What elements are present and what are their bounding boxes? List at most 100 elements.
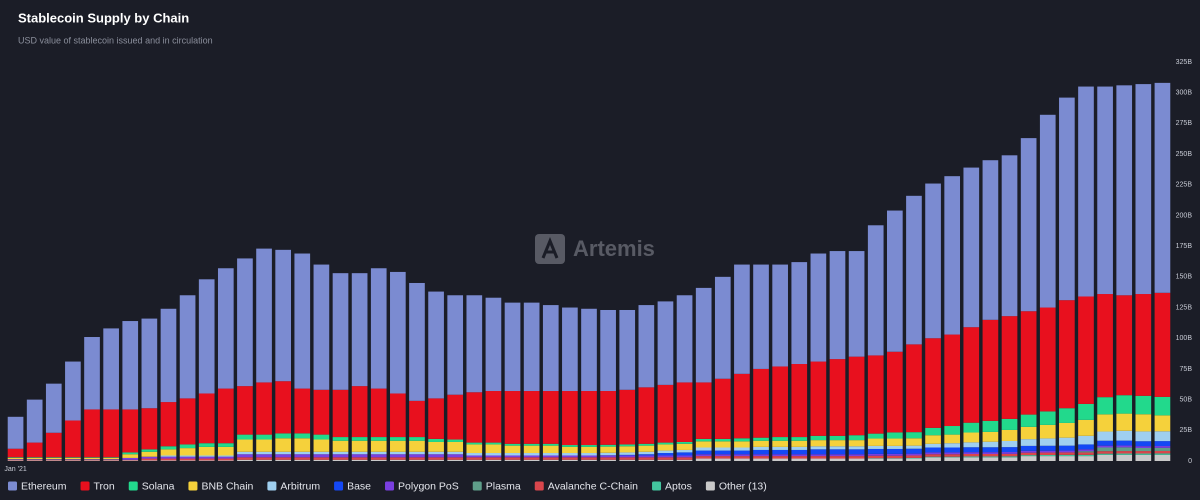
bar-segment [1135, 431, 1152, 442]
bar-segment [370, 459, 387, 461]
bar-segment [772, 454, 788, 457]
bar-segment [1116, 445, 1133, 448]
legend-swatch [188, 481, 198, 491]
bar-segment [351, 451, 368, 455]
legend-item[interactable]: Tron [80, 480, 115, 492]
bar-segment [370, 457, 387, 460]
legend-item[interactable]: Avalanche C-Chain [534, 480, 638, 492]
bar-segment [562, 445, 578, 447]
bar-segment [7, 459, 24, 461]
bar-segment [179, 448, 196, 456]
bar-segment [351, 386, 368, 438]
legend-item[interactable]: Polygon PoS [385, 480, 459, 492]
bar-segment [886, 455, 903, 459]
bar-segment [332, 451, 349, 455]
bar-segment [925, 456, 941, 458]
bar-segment [1001, 447, 1018, 453]
bar-segment [1039, 456, 1056, 461]
bar-segment [829, 251, 846, 360]
legend-item[interactable]: Ethereum [8, 480, 67, 492]
bar-segment [84, 459, 100, 461]
bar-segment [523, 457, 540, 460]
bar-segment [944, 454, 961, 457]
bar-segment [256, 457, 272, 460]
bar-segment [581, 459, 597, 461]
bar-segment [963, 442, 980, 448]
bar-segment [1059, 445, 1075, 451]
bar-segment [1001, 155, 1018, 317]
bar-segment [734, 373, 750, 439]
legend-item[interactable]: Aptos [652, 480, 692, 492]
bar-segment [944, 334, 961, 427]
legend-item[interactable]: Other (13) [705, 480, 767, 492]
bar-segment [848, 251, 865, 357]
bar-segment [867, 448, 884, 454]
bar-segment [45, 383, 62, 433]
bar-segment [714, 458, 731, 461]
bar-segment [370, 454, 387, 458]
bar-segment [619, 446, 636, 453]
legend-label: Tron [94, 480, 115, 492]
bar-segment [810, 454, 827, 457]
bar-segment [676, 449, 693, 453]
bar-segment [867, 438, 884, 446]
bar-segment [638, 455, 655, 458]
bar-segment [676, 457, 693, 460]
bar-segment [351, 459, 368, 461]
bar-segment [523, 453, 540, 456]
bar-segment [294, 457, 311, 460]
bar-segment [1116, 451, 1133, 454]
bar-segment [1135, 446, 1152, 448]
bar-segment [1020, 452, 1037, 456]
bar-segment [600, 459, 616, 461]
bar-segment [982, 420, 999, 432]
bar-segment [1154, 453, 1171, 455]
legend-item[interactable]: Solana [128, 480, 175, 492]
bar-segment [1078, 86, 1094, 297]
bar-segment [695, 382, 712, 439]
bar-segment [829, 359, 846, 436]
legend-item[interactable]: BNB Chain [188, 480, 254, 492]
legend-item[interactable]: Plasma [472, 480, 521, 492]
bar-segment [886, 210, 903, 352]
bar-segment [925, 443, 941, 448]
bar-segment [256, 434, 272, 440]
bar-segment [676, 452, 693, 456]
bar-segment [447, 457, 464, 460]
bar-segment [1135, 447, 1152, 452]
bar-segment [676, 382, 693, 442]
legend-item[interactable]: Arbitrum [267, 480, 320, 492]
bar-segment [332, 457, 349, 460]
bar-segment [734, 454, 750, 457]
bar-segment [963, 432, 980, 443]
bar-segment [504, 445, 521, 454]
bar-segment [695, 450, 712, 455]
legend-item[interactable]: Base [334, 480, 371, 492]
bar-segment [275, 381, 292, 434]
bar-segment [294, 454, 311, 458]
bar-segment [581, 453, 597, 456]
bar-segment [1039, 452, 1056, 455]
bar-segment [638, 451, 655, 455]
bar-segment [867, 458, 884, 461]
bar-segment [447, 394, 464, 440]
bar-segment [886, 432, 903, 439]
bar-segment [466, 444, 483, 454]
bar-segment [1078, 451, 1094, 453]
bar-segment [485, 391, 502, 443]
y-tick-label: 250B [1176, 151, 1193, 158]
bar-segment [313, 389, 330, 435]
bar-segment [695, 447, 712, 451]
bar-segment [485, 455, 502, 458]
chart-subtitle: USD value of stablecoin issued and in ci… [18, 35, 213, 45]
bar-segment [848, 449, 865, 455]
bar-segment [810, 253, 827, 362]
bar-segment [600, 444, 616, 447]
bar-segment [734, 450, 750, 455]
bar-segment [103, 457, 119, 458]
bar-segment [1154, 441, 1171, 447]
bar-segment [1135, 454, 1152, 461]
bar-segment [1078, 452, 1094, 455]
bar-segment [428, 291, 444, 399]
